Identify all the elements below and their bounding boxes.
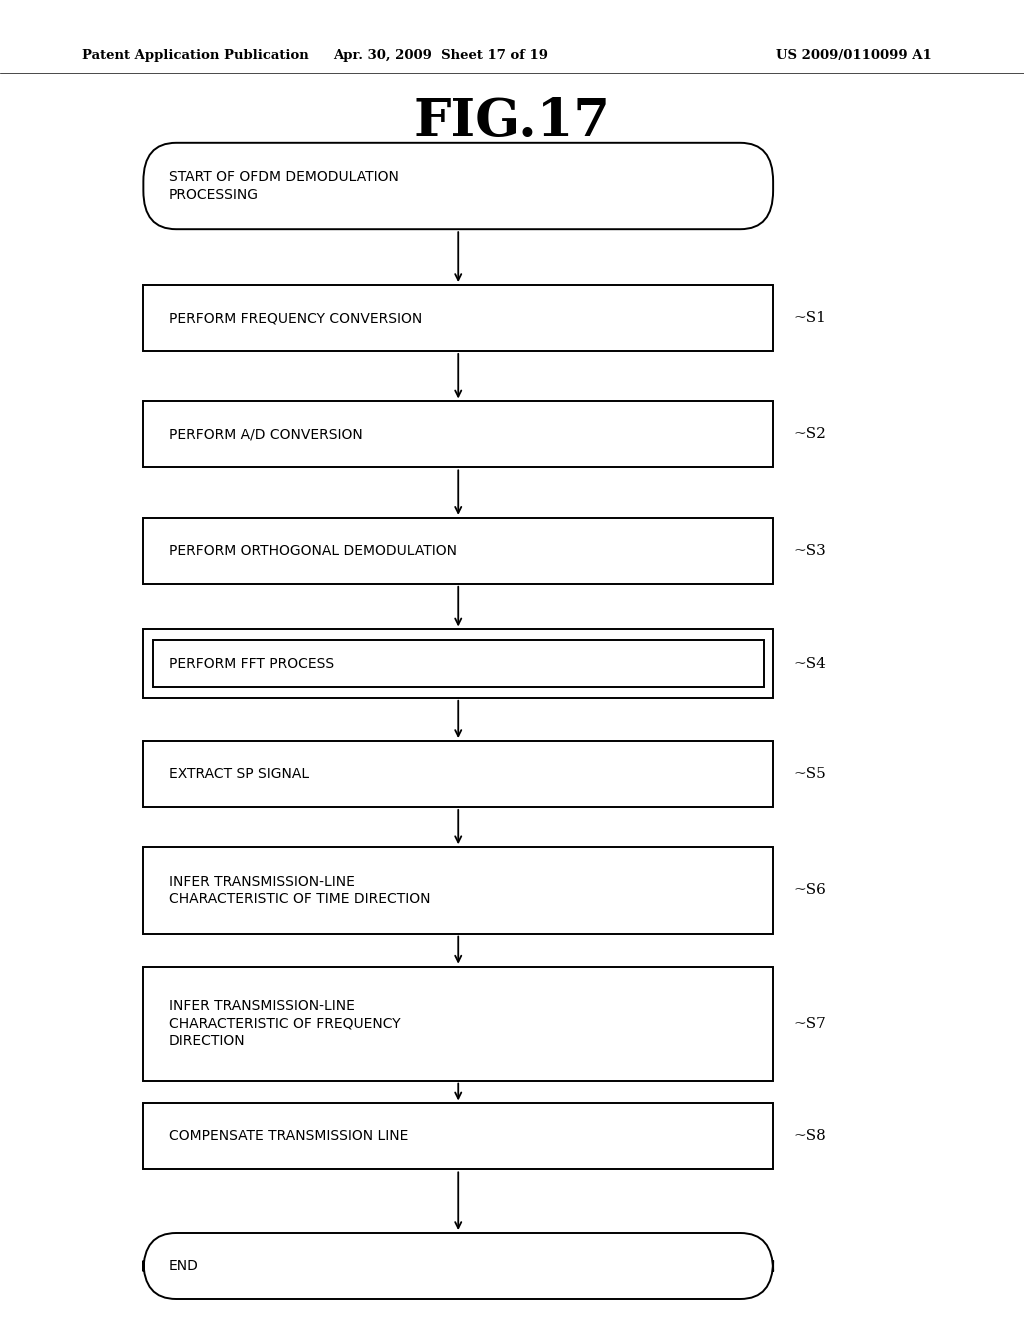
- Text: INFER TRANSMISSION-LINE
CHARACTERISTIC OF TIME DIRECTION: INFER TRANSMISSION-LINE CHARACTERISTIC O…: [169, 875, 430, 906]
- Text: EXTRACT SP SIGNAL: EXTRACT SP SIGNAL: [169, 767, 309, 781]
- Bar: [143, 966, 773, 1081]
- Text: Patent Application Publication: Patent Application Publication: [82, 49, 308, 62]
- Bar: [153, 640, 764, 686]
- FancyBboxPatch shape: [143, 143, 773, 230]
- Bar: [143, 401, 773, 467]
- Text: PERFORM ORTHOGONAL DEMODULATION: PERFORM ORTHOGONAL DEMODULATION: [169, 544, 457, 558]
- Text: ~S3: ~S3: [794, 544, 826, 558]
- Bar: [143, 285, 773, 351]
- Text: FIG.17: FIG.17: [414, 96, 610, 147]
- Bar: [143, 741, 773, 807]
- Text: ~S2: ~S2: [794, 428, 826, 441]
- Text: INFER TRANSMISSION-LINE
CHARACTERISTIC OF FREQUENCY
DIRECTION: INFER TRANSMISSION-LINE CHARACTERISTIC O…: [169, 999, 400, 1048]
- Text: ~S6: ~S6: [794, 883, 826, 898]
- Bar: [143, 630, 773, 698]
- Text: ~S7: ~S7: [794, 1016, 826, 1031]
- FancyBboxPatch shape: [143, 1233, 773, 1299]
- Text: ~S5: ~S5: [794, 767, 826, 781]
- Bar: [143, 847, 773, 933]
- Bar: [143, 1104, 773, 1170]
- Text: PERFORM FREQUENCY CONVERSION: PERFORM FREQUENCY CONVERSION: [169, 312, 422, 325]
- Text: ~S4: ~S4: [794, 656, 826, 671]
- Text: ~S8: ~S8: [794, 1130, 826, 1143]
- Text: ~S1: ~S1: [794, 312, 826, 325]
- Text: PERFORM FFT PROCESS: PERFORM FFT PROCESS: [169, 656, 334, 671]
- Bar: [143, 517, 773, 583]
- Text: Apr. 30, 2009  Sheet 17 of 19: Apr. 30, 2009 Sheet 17 of 19: [333, 49, 548, 62]
- Text: PERFORM A/D CONVERSION: PERFORM A/D CONVERSION: [169, 428, 362, 441]
- Text: END: END: [169, 1259, 199, 1272]
- Text: COMPENSATE TRANSMISSION LINE: COMPENSATE TRANSMISSION LINE: [169, 1130, 409, 1143]
- Text: US 2009/0110099 A1: US 2009/0110099 A1: [776, 49, 932, 62]
- Text: START OF OFDM DEMODULATION
PROCESSING: START OF OFDM DEMODULATION PROCESSING: [169, 170, 398, 202]
